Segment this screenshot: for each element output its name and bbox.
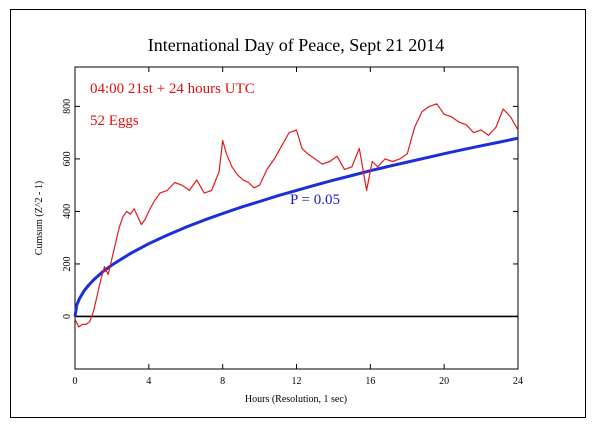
x-axis-label: Hours (Resolution, 1 sec)	[245, 394, 347, 405]
y-tick-label: 400	[62, 204, 73, 219]
chart-frame	[10, 9, 586, 418]
y-axis-label: Cumsum (Z^2 - 1)	[34, 181, 45, 255]
plot-area	[74, 66, 519, 370]
annotation-probability: P = 0.05	[290, 192, 340, 208]
chart-title: International Day of Peace, Sept 21 2014	[148, 35, 444, 55]
x-tick-label: 12	[292, 376, 302, 387]
series-line-cumulative-deviation	[74, 103, 519, 328]
annotation-time-range: 04:00 21st + 24 hours UTC	[90, 81, 255, 97]
x-tick-label: 8	[220, 376, 225, 387]
y-tick-label: 0	[62, 314, 73, 319]
x-tick-label: 20	[439, 376, 449, 387]
x-tick-label: 16	[365, 376, 375, 387]
x-tick-label: 0	[73, 376, 78, 387]
y-tick-label: 200	[62, 256, 73, 271]
y-tick-label: 800	[62, 99, 73, 114]
axes: 0 4 8 12 16 20 24 0 200 400 600 800	[62, 67, 523, 387]
annotation-egg-count: 52 Eggs	[90, 113, 139, 129]
series-group	[73, 103, 519, 328]
series-line-probability-envelope	[73, 136, 519, 317]
x-tick-label: 4	[146, 376, 151, 387]
y-tick-label: 600	[62, 151, 73, 166]
x-tick-label: 24	[513, 376, 523, 387]
